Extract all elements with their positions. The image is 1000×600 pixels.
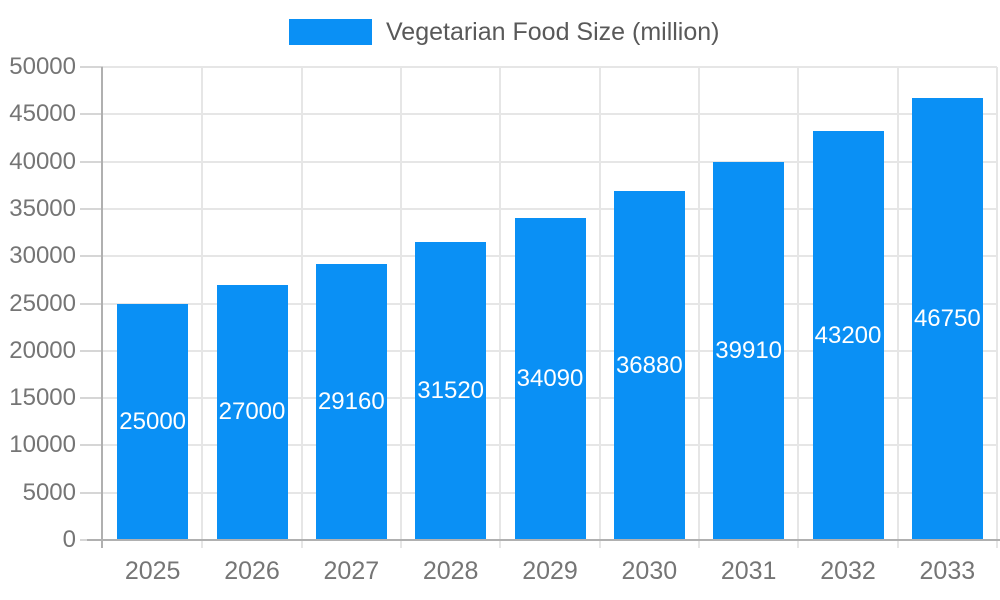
y-axis-tick-label: 30000: [9, 242, 76, 270]
y-tick: [80, 302, 103, 305]
y-axis-tick-label: 10000: [9, 431, 76, 459]
x-axis-tick-label: 2025: [124, 557, 181, 585]
x-gridline: [996, 67, 998, 548]
y-axis-tick-label: 40000: [9, 147, 76, 175]
x-gridline: [400, 67, 402, 548]
legend-swatch[interactable]: [289, 19, 372, 45]
y-tick: [80, 255, 103, 258]
y-axis-tick-label: 45000: [9, 100, 76, 128]
x-axis-tick-label: 2026: [224, 557, 280, 585]
bar-2026[interactable]: [216, 284, 288, 540]
bar-2032[interactable]: [812, 131, 884, 540]
bar-value-label: 31520: [417, 376, 485, 404]
y-gridline: [103, 160, 997, 163]
y-axis-tick-label: 0: [62, 526, 76, 553]
x-gridline: [896, 67, 899, 548]
y-gridline: [103, 207, 997, 210]
x-axis-tick-label: 2032: [820, 557, 876, 585]
bar-value-label: 43200: [814, 321, 882, 349]
x-axis-tick-label: 2031: [720, 557, 777, 585]
y-gridline: [103, 66, 997, 68]
y-tick: [80, 160, 103, 163]
x-gridline: [698, 67, 700, 548]
bar-2030[interactable]: [613, 191, 685, 540]
y-gridline: [103, 113, 997, 116]
x-axis-tick-label: 2029: [522, 557, 578, 585]
x-axis-tick-label: 2033: [919, 557, 976, 585]
y-axis-line: [101, 67, 103, 548]
y-axis-tick-label: 20000: [9, 336, 76, 364]
plot-area: 25000 27000 29160 31520 34090 36880 39910 43200…: [103, 66, 997, 540]
x-axis-line: [87, 539, 1000, 541]
y-axis-tick-label: 5000: [22, 478, 76, 506]
y-tick: [80, 444, 103, 447]
bar-2033[interactable]: [911, 97, 983, 540]
y-tick: [80, 66, 103, 68]
y-axis-tick-label: 35000: [9, 194, 76, 222]
bar-2028[interactable]: [415, 241, 487, 540]
bar-value-label: 29160: [317, 388, 385, 416]
bar-2027[interactable]: [315, 264, 387, 540]
bar-value-label: 36880: [615, 351, 683, 379]
x-axis-tick-label: 2027: [323, 557, 380, 585]
x-axis-tick-label: 2030: [621, 557, 678, 585]
y-tick: [80, 397, 103, 400]
bar-value-label: 39910: [715, 337, 783, 365]
bar-value-label: 34090: [516, 364, 584, 392]
x-gridline: [300, 67, 303, 548]
bar-2025[interactable]: [117, 303, 189, 540]
x-axis-tick-label: 2028: [422, 557, 479, 585]
bar-value-label: 25000: [119, 407, 187, 435]
y-axis-tick-label: 50000: [9, 53, 76, 80]
bar-value-label: 27000: [218, 398, 286, 426]
legend[interactable]: Vegetarian Food Size (million): [289, 17, 720, 47]
bar-value-label: 46750: [913, 304, 981, 332]
bar-2031[interactable]: [713, 162, 785, 540]
y-tick: [80, 491, 103, 494]
y-tick: [80, 207, 103, 210]
legend-label[interactable]: Vegetarian Food Size (million): [386, 18, 720, 46]
x-gridline: [797, 67, 800, 548]
bar-2029[interactable]: [514, 217, 586, 540]
x-gridline: [499, 67, 502, 548]
x-gridline: [201, 67, 204, 548]
y-tick: [80, 113, 103, 116]
y-tick: [80, 349, 103, 352]
y-axis-tick-label: 15000: [9, 384, 76, 412]
y-axis-tick-label: 25000: [9, 289, 76, 317]
x-gridline: [598, 67, 601, 548]
